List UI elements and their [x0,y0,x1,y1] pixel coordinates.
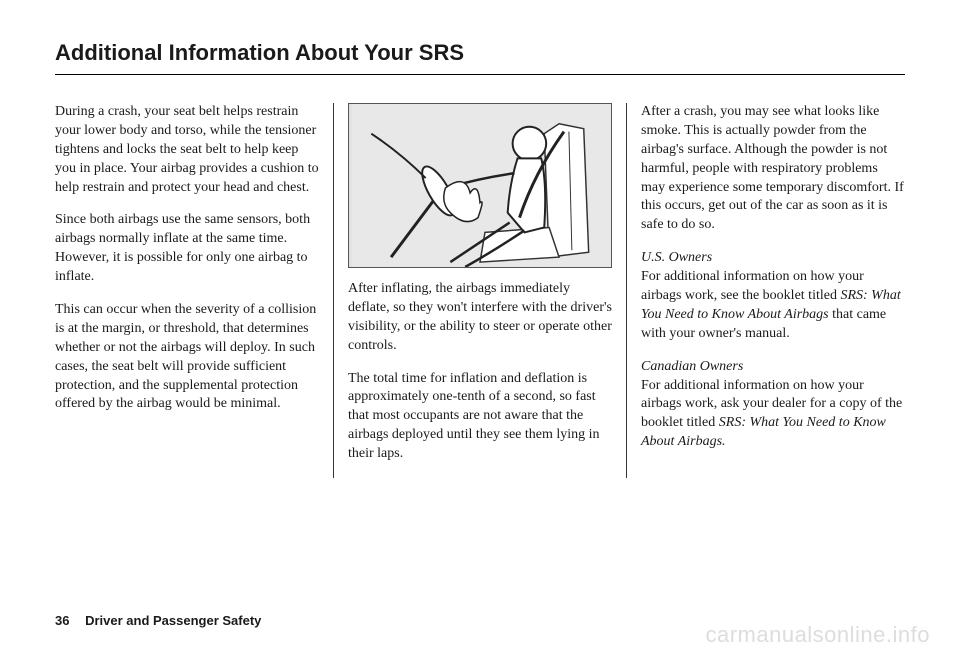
col3-p2a: For additional information on how your a… [641,269,864,303]
col2-para1: After inflating, the airbags immediately… [348,280,612,356]
col3-para1: After a crash, you may see what looks li… [641,103,905,235]
us-owners-heading: U.S. Owners [641,250,712,265]
canadian-owners-heading: Canadian Owners [641,359,743,374]
page-footer: 36 Driver and Passenger Safety [55,613,261,628]
col2-para2: The total time for inflation and deflati… [348,370,612,464]
title-rule [55,74,905,75]
page-title: Additional Information About Your SRS [55,40,905,66]
col1-para3: This can occur when the severity of a co… [55,301,319,414]
airbag-illustration [348,103,612,268]
column-3: After a crash, you may see what looks li… [627,103,905,478]
column-1: During a crash, your seat belt helps res… [55,103,334,478]
col3-us-block: U.S. Owners For additional information o… [641,249,905,343]
col1-para1: During a crash, your seat belt helps res… [55,103,319,197]
col1-para2: Since both airbags use the same sensors,… [55,211,319,287]
page-number: 36 [55,613,69,628]
watermark: carmanualsonline.info [705,622,930,648]
content-columns: During a crash, your seat belt helps res… [55,103,905,478]
col3-ca-block: Canadian Owners For additional informati… [641,358,905,452]
column-2: After inflating, the airbags immediately… [334,103,627,478]
footer-section: Driver and Passenger Safety [85,613,261,628]
